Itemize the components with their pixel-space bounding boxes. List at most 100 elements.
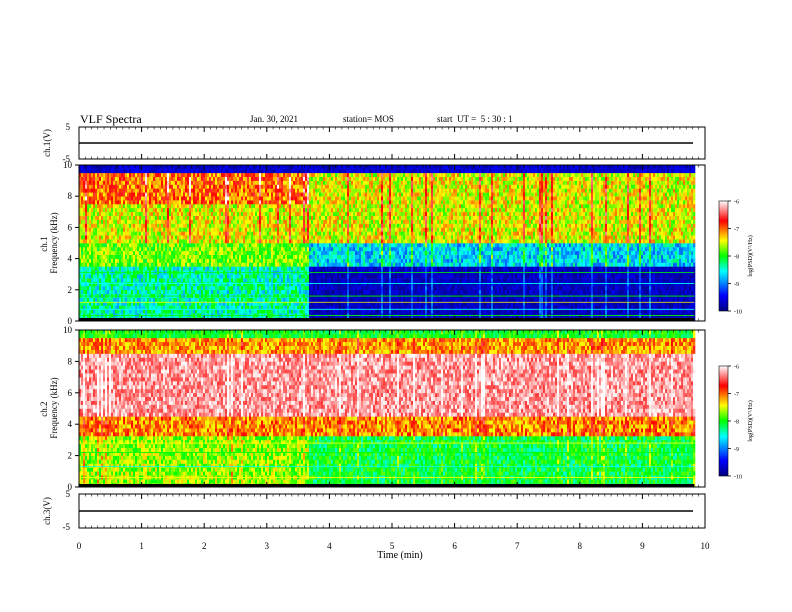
spectrogram-cell — [165, 243, 168, 248]
spectrogram-cell — [155, 243, 158, 248]
spectrogram-cell — [323, 184, 326, 189]
spectrogram-cell — [123, 274, 126, 279]
spectrogram-cell — [133, 301, 136, 306]
spectrogram-cell — [159, 192, 162, 197]
spectrogram-cell — [271, 309, 274, 314]
spectrogram-cell — [165, 196, 168, 201]
spectrogram-cell — [141, 262, 144, 267]
spectrogram-cell — [313, 309, 316, 314]
spectrogram-cell — [309, 192, 312, 197]
spectrogram-cell — [233, 309, 236, 314]
spectrogram-cell — [241, 239, 244, 244]
spectrogram-cell — [229, 204, 232, 209]
spectrogram-cell — [301, 188, 304, 193]
ch1-voltage-ytick-top: 5 — [66, 122, 71, 132]
spectrogram-cell — [83, 180, 86, 185]
spectrogram-cell — [133, 215, 136, 220]
spectrogram-cell — [81, 200, 84, 205]
spectrogram-cell — [235, 196, 238, 201]
spectrogram-cell — [129, 207, 132, 213]
spectrogram-cell — [143, 235, 146, 240]
spectrogram-cell — [241, 219, 244, 224]
spectrogram-cell — [151, 200, 154, 205]
spectrogram-cell — [137, 211, 140, 216]
spectrogram-cell — [285, 231, 288, 236]
spectrogram-cell — [243, 168, 246, 174]
spectrogram-cell — [151, 246, 154, 252]
spectrogram-cell — [277, 285, 280, 291]
spectrogram-cell — [167, 207, 170, 213]
spectrogram-cell — [269, 235, 272, 240]
spectrogram-cell — [111, 243, 114, 248]
spectrogram-cell — [211, 309, 214, 314]
spectrogram-cell — [195, 196, 198, 201]
spectrogram-cell — [259, 172, 262, 177]
spectrogram-cell — [283, 184, 286, 189]
spectrogram-cell — [147, 184, 150, 189]
spectrogram-cell — [229, 250, 232, 255]
spectrogram-cell — [209, 258, 212, 263]
spectrogram-cell — [235, 278, 238, 283]
spectrogram-cell — [311, 285, 314, 291]
spectrogram-cell — [267, 227, 270, 232]
spectrogram-cell — [157, 289, 160, 294]
spectrogram-cell — [135, 176, 138, 181]
spectrogram-cell — [171, 184, 174, 189]
spectrogram-cell — [195, 254, 198, 259]
spectrogram-cell — [287, 262, 290, 267]
spectrogram-cell — [95, 246, 98, 252]
spectrogram-cell — [305, 188, 308, 193]
spectrogram-cell — [101, 285, 104, 291]
spectrogram-cell — [239, 184, 242, 189]
spectrogram-cell — [151, 184, 154, 189]
spectrogram-cell — [301, 215, 304, 220]
spectrogram-cell — [139, 250, 142, 255]
spectrogram-cell — [199, 168, 202, 174]
spectrogram-cell — [237, 200, 240, 205]
spectrogram-cell — [149, 200, 152, 205]
spectrogram-cell — [259, 176, 262, 181]
spectrogram-cell — [207, 309, 210, 314]
spectrogram-cell — [189, 188, 192, 193]
spectrogram-cell — [293, 184, 296, 189]
spectrogram-cell — [255, 219, 258, 224]
spectrogram-cell — [137, 243, 140, 248]
spectrogram-cell — [257, 282, 260, 287]
spectrogram-cell — [273, 215, 276, 220]
spectrogram-cell — [79, 219, 82, 224]
spectrogram-cell — [209, 235, 212, 240]
spectrogram-cell — [183, 250, 186, 255]
spectrogram-cell — [273, 239, 276, 244]
spectrogram-cell — [309, 254, 312, 259]
spectrogram-cell — [175, 301, 178, 306]
spectrogram-cell — [239, 192, 242, 197]
spectrogram-cell — [185, 227, 188, 232]
spectrogram-cell — [167, 192, 170, 197]
spectrogram-cell — [281, 254, 284, 259]
spectrogram-cell — [257, 309, 260, 314]
spectrogram-cell — [125, 192, 128, 197]
spectrogram-cell — [227, 297, 230, 302]
spectrogram-cell — [183, 200, 186, 205]
spectrogram-cell — [135, 285, 138, 291]
spectrogram-cell — [223, 192, 226, 197]
spectrogram-cell — [99, 204, 102, 209]
spectrogram-cell — [87, 227, 90, 232]
spectrogram-cell — [161, 278, 164, 283]
spectrogram-cell — [165, 165, 168, 170]
spectrogram-cell — [321, 278, 324, 283]
spectrogram-cell — [171, 250, 174, 255]
spectrogram-cell — [301, 180, 304, 185]
spectrogram-cell — [103, 168, 106, 174]
spectrogram-cell — [297, 219, 300, 224]
spectrogram-cell — [105, 184, 108, 189]
spectrogram-cell — [267, 223, 270, 228]
spectrogram-cell — [111, 309, 114, 314]
spectrogram-cell — [95, 168, 98, 174]
spectrogram-cell — [81, 165, 84, 170]
spectrogram-cell — [257, 227, 260, 232]
spectrogram-cell — [165, 184, 168, 189]
spectrogram-cell — [129, 172, 132, 177]
spectrogram-cell — [319, 223, 322, 228]
spectrogram-cell — [257, 250, 260, 255]
